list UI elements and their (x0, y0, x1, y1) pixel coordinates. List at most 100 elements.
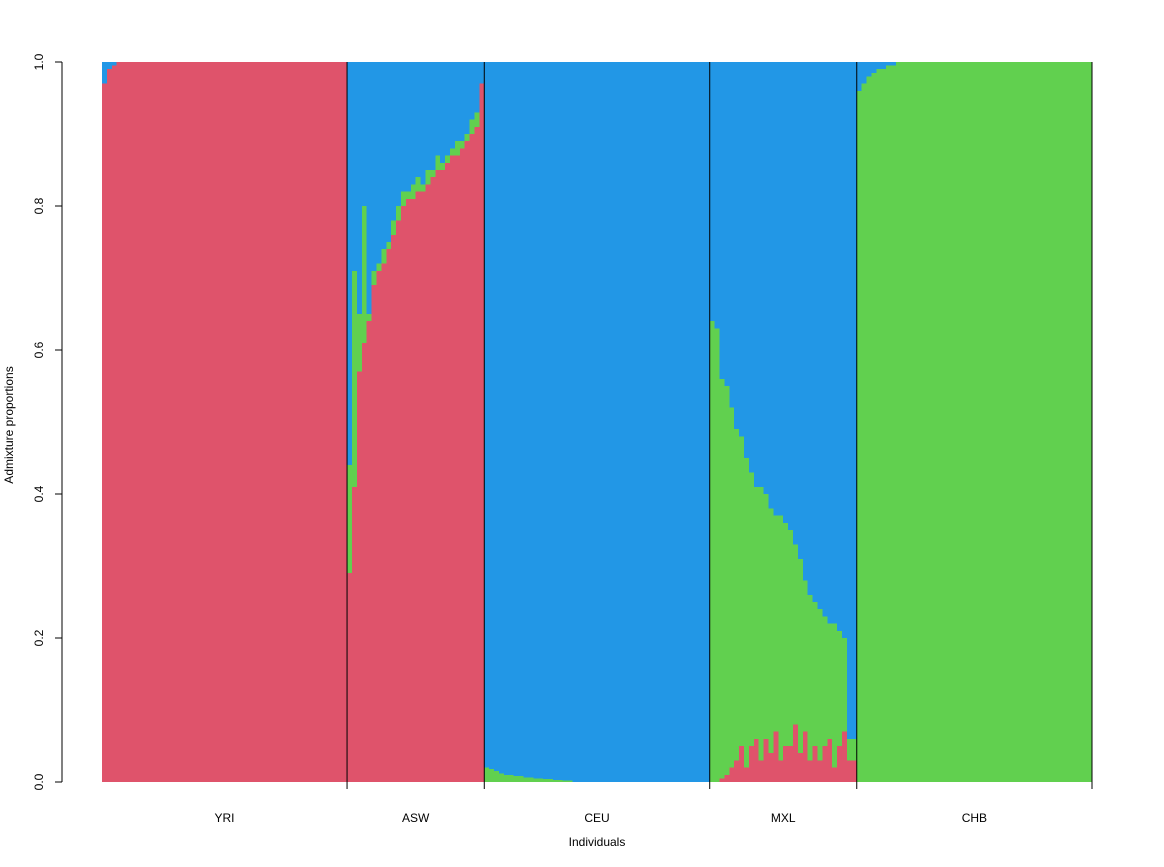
bar (739, 436, 745, 746)
y-tick-label: 0.8 (32, 197, 46, 214)
bar (807, 62, 814, 595)
bar (744, 62, 750, 458)
bar (386, 62, 392, 242)
bar (925, 62, 931, 782)
y-axis-title: Admixture proportions (2, 366, 16, 483)
bar (312, 62, 319, 782)
bar (827, 623, 833, 739)
bar (190, 62, 196, 782)
bar (214, 62, 221, 782)
bar (881, 69, 887, 782)
bar (484, 62, 490, 768)
bar (935, 62, 941, 782)
bar (356, 314, 363, 372)
bar (895, 62, 902, 782)
bar (802, 731, 809, 782)
bar (1047, 62, 1054, 782)
bar (768, 62, 774, 509)
bar (381, 263, 387, 783)
bar (342, 62, 348, 782)
axes: 0.0 0.2 0.4 0.6 0.8 1.0 YRI ASW CEU MXL CHB (32, 53, 1093, 825)
bar (842, 638, 848, 732)
bar (856, 90, 863, 783)
bar (851, 738, 858, 761)
bar (111, 62, 118, 66)
bar (729, 62, 735, 408)
y-tick-label: 0.2 (32, 629, 46, 646)
bar (631, 62, 637, 782)
bar (440, 62, 446, 163)
bar (773, 62, 779, 516)
bar (180, 62, 186, 782)
bar (822, 62, 828, 617)
bar (518, 776, 524, 782)
bar (1067, 62, 1073, 782)
bar (121, 62, 127, 782)
bar (204, 62, 211, 782)
bar (415, 177, 421, 192)
bar (410, 184, 417, 199)
bar (734, 760, 740, 782)
bar (430, 177, 436, 782)
bar (827, 62, 833, 624)
x-axis-title: Individuals (569, 835, 626, 849)
bar (886, 65, 892, 783)
bar (513, 62, 519, 777)
bar (381, 249, 387, 264)
bar (954, 62, 961, 782)
bar (366, 314, 372, 322)
bar (998, 62, 1005, 782)
bar (871, 72, 877, 783)
bar (440, 170, 446, 782)
bar (449, 148, 456, 156)
bar (837, 62, 843, 631)
bar (797, 558, 804, 754)
bar (739, 62, 745, 437)
bar (822, 616, 828, 746)
bar (391, 234, 397, 783)
bar (332, 62, 338, 782)
bar (479, 62, 485, 84)
bar (557, 779, 564, 782)
bar (366, 321, 372, 782)
bar (1013, 62, 1019, 782)
bar (420, 62, 426, 185)
group-label: YRI (215, 811, 235, 825)
bar (347, 465, 353, 574)
bar (464, 134, 470, 142)
bar (964, 62, 970, 782)
bar (547, 62, 554, 780)
bar (126, 62, 132, 782)
bar (690, 62, 696, 782)
bar (567, 780, 573, 782)
bar (866, 62, 872, 77)
bar (900, 62, 907, 782)
bar (523, 62, 529, 778)
bar (1033, 62, 1039, 782)
bar (430, 170, 436, 178)
bar (160, 62, 167, 782)
bar (543, 779, 549, 782)
bar (582, 62, 588, 782)
bar (298, 62, 304, 782)
bar (758, 486, 765, 761)
bar (753, 62, 760, 487)
bar (361, 62, 368, 206)
bar (459, 62, 466, 142)
bar (773, 731, 779, 782)
bar (494, 62, 500, 772)
bar (508, 62, 515, 775)
bar (714, 62, 720, 329)
y-tick-label: 1.0 (32, 53, 46, 70)
bar (768, 508, 774, 754)
bar (102, 62, 108, 84)
bar (347, 573, 353, 782)
bar (709, 62, 716, 322)
bar (778, 62, 784, 516)
bar (302, 62, 309, 782)
bar (567, 62, 573, 781)
bar (1008, 62, 1014, 782)
bar (425, 62, 431, 170)
bar (601, 62, 608, 782)
bar (562, 62, 568, 781)
